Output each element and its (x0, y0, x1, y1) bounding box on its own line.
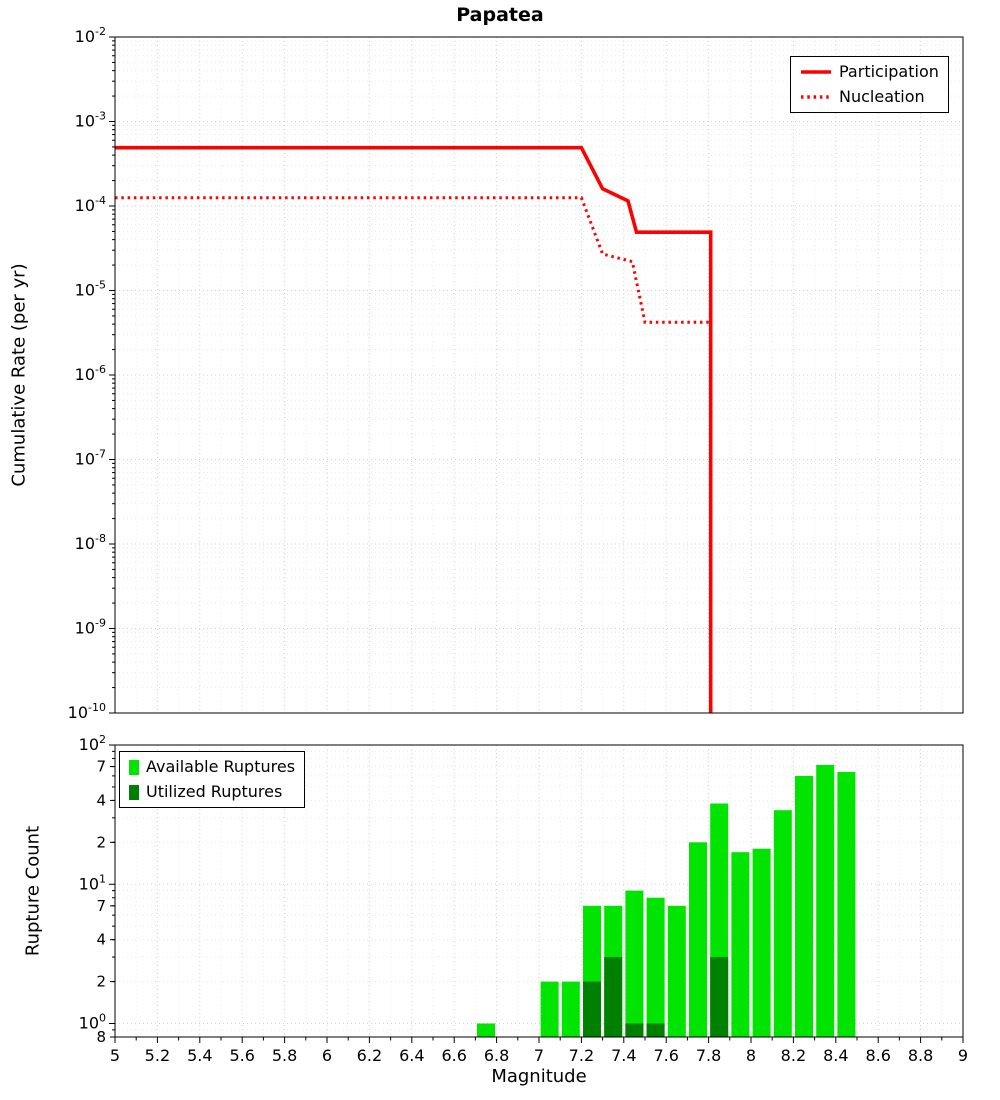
svg-text:5.8: 5.8 (272, 1046, 297, 1065)
svg-text:7.6: 7.6 (653, 1046, 678, 1065)
available-ruptures-swatch (129, 759, 139, 775)
svg-text:2: 2 (96, 833, 106, 851)
svg-text:10-5: 10-5 (75, 279, 106, 300)
svg-text:6.4: 6.4 (399, 1046, 424, 1065)
svg-text:9: 9 (958, 1046, 968, 1065)
svg-text:6.8: 6.8 (484, 1046, 509, 1065)
svg-text:5: 5 (110, 1046, 120, 1065)
utilized-ruptures-bars (583, 957, 729, 1037)
legend-item-utilized: Utilized Ruptures (129, 782, 295, 802)
svg-text:6.6: 6.6 (441, 1046, 466, 1065)
svg-text:8: 8 (746, 1046, 756, 1065)
nucleation-line-sample (801, 95, 831, 99)
svg-text:8.4: 8.4 (823, 1046, 848, 1065)
svg-text:5.2: 5.2 (145, 1046, 170, 1065)
svg-text:10-10: 10-10 (68, 701, 106, 722)
svg-text:10-6: 10-6 (75, 363, 106, 384)
svg-text:6: 6 (322, 1046, 332, 1065)
nucleation-line (115, 196, 713, 713)
svg-text:7: 7 (96, 758, 106, 776)
svg-text:10-2: 10-2 (75, 25, 106, 46)
svg-text:10-8: 10-8 (75, 532, 106, 553)
svg-text:10-7: 10-7 (75, 448, 106, 469)
svg-text:100: 100 (79, 1012, 106, 1033)
utilized-ruptures-swatch (129, 784, 139, 800)
legend-label-nucleation: Nucleation (839, 87, 925, 106)
svg-text:8.2: 8.2 (781, 1046, 806, 1065)
count-y-axis-label: Rupture Count (22, 825, 44, 957)
svg-text:101: 101 (79, 872, 106, 893)
svg-text:10-9: 10-9 (75, 617, 106, 638)
rate-y-axis-label: Cumulative Rate (per yr) (8, 263, 30, 487)
svg-text:10-3: 10-3 (75, 110, 106, 131)
svg-text:10-4: 10-4 (75, 194, 106, 215)
svg-text:2: 2 (96, 973, 106, 991)
legend-label-participation: Participation (839, 62, 939, 81)
participation-line-sample (801, 70, 831, 74)
svg-text:102: 102 (79, 733, 106, 754)
legend-label-available: Available Ruptures (146, 757, 296, 776)
svg-text:8.8: 8.8 (908, 1046, 933, 1065)
svg-text:5.4: 5.4 (187, 1046, 212, 1065)
svg-text:7.4: 7.4 (611, 1046, 636, 1065)
major-grid (115, 37, 963, 713)
svg-text:7.2: 7.2 (569, 1046, 594, 1065)
svg-text:8.6: 8.6 (865, 1046, 890, 1065)
svg-text:7.8: 7.8 (696, 1046, 721, 1065)
count-legend: Available Ruptures Utilized Ruptures (119, 751, 306, 808)
svg-text:7: 7 (534, 1046, 544, 1065)
svg-text:4: 4 (96, 931, 106, 949)
svg-text:4: 4 (96, 791, 106, 809)
x-axis-label: Magnitude (491, 1066, 587, 1087)
legend-item-participation: Participation (800, 62, 939, 82)
chart-title: Papatea (456, 4, 544, 26)
legend-item-nucleation: Nucleation (800, 87, 939, 107)
svg-text:6.2: 6.2 (357, 1046, 382, 1065)
rate-legend: Participation Nucleation (790, 56, 949, 113)
svg-text:7: 7 (96, 897, 106, 915)
svg-text:5.6: 5.6 (229, 1046, 254, 1065)
axis-ticks: 10-2 10-3 10-4 10-5 10-6 10-7 10-8 10-9 10-10 (68, 25, 115, 722)
legend-label-utilized: Utilized Ruptures (146, 782, 283, 801)
cumulative-rate-panel: 10-2 10-3 10-4 10-5 10-6 10-7 10-8 10-9 10-10 (68, 25, 964, 722)
legend-item-available: Available Ruptures (129, 757, 295, 777)
svg-text:8: 8 (96, 1028, 106, 1046)
participation-line (115, 145, 713, 713)
